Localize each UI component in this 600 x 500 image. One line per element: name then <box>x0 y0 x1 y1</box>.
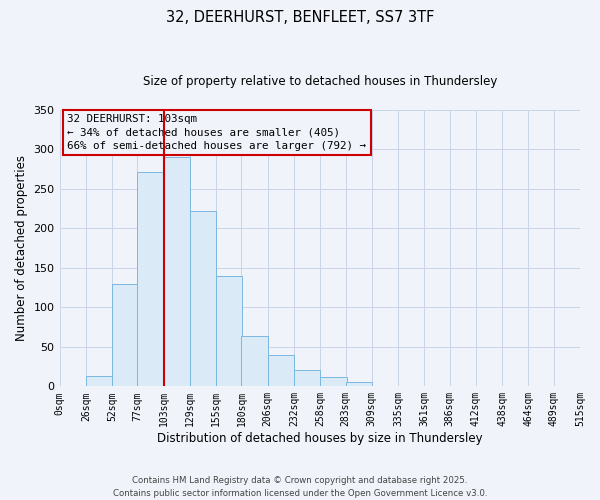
Bar <box>320 377 347 386</box>
Bar <box>190 211 216 386</box>
Bar <box>112 284 139 387</box>
Text: Contains HM Land Registry data © Crown copyright and database right 2025.
Contai: Contains HM Land Registry data © Crown c… <box>113 476 487 498</box>
Y-axis label: Number of detached properties: Number of detached properties <box>15 155 28 341</box>
Bar <box>268 355 294 386</box>
Text: 32 DEERHURST: 103sqm
← 34% of detached houses are smaller (405)
66% of semi-deta: 32 DEERHURST: 103sqm ← 34% of detached h… <box>67 114 367 150</box>
Bar <box>241 336 268 386</box>
Bar <box>86 376 112 386</box>
Bar <box>164 156 190 386</box>
Text: 32, DEERHURST, BENFLEET, SS7 3TF: 32, DEERHURST, BENFLEET, SS7 3TF <box>166 10 434 25</box>
Bar <box>216 276 242 386</box>
X-axis label: Distribution of detached houses by size in Thundersley: Distribution of detached houses by size … <box>157 432 482 445</box>
Bar <box>137 172 164 386</box>
Title: Size of property relative to detached houses in Thundersley: Size of property relative to detached ho… <box>143 75 497 88</box>
Bar <box>294 370 320 386</box>
Bar <box>346 382 372 386</box>
